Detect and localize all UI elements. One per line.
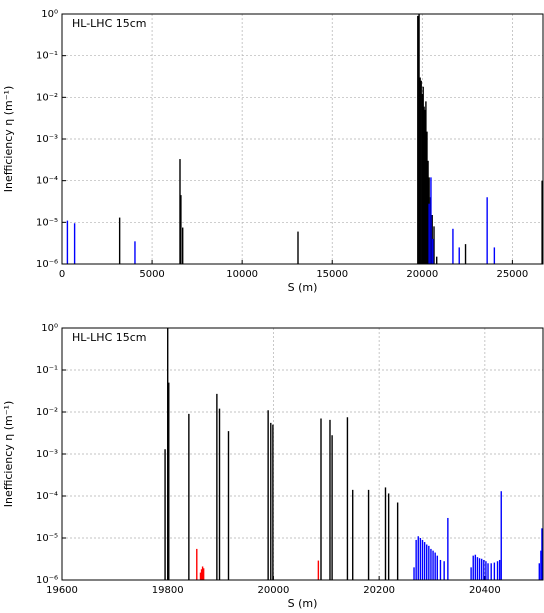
x-tick-label: 20400 xyxy=(469,585,501,596)
y-tick-label: 10⁻⁵ xyxy=(36,217,58,228)
plot-frame xyxy=(61,13,544,265)
y-tick-label: 10⁻¹ xyxy=(36,365,58,376)
x-tick-label: 10000 xyxy=(226,269,258,280)
y-tick-label: 10⁰ xyxy=(41,9,58,20)
y-tick-label: 10⁻³ xyxy=(36,449,58,460)
chart-annotation: HL-LHC 15cm xyxy=(72,17,147,30)
y-tick-label: 10⁻² xyxy=(36,407,58,418)
x-tick-label: 20000 xyxy=(406,269,438,280)
y-tick-label: 10⁻² xyxy=(36,92,58,103)
x-tick-label: 20000 xyxy=(258,585,290,596)
y-axis-label: Inefficiency η (m⁻¹) xyxy=(2,401,15,508)
x-tick-label: 19800 xyxy=(152,585,184,596)
y-axis-label: Inefficiency η (m⁻¹) xyxy=(2,86,15,193)
plot-frame xyxy=(61,327,544,581)
y-tick-label: 10⁻⁵ xyxy=(36,533,58,544)
y-tick-label: 10⁰ xyxy=(41,323,58,334)
y-tick-label: 10⁻³ xyxy=(36,134,58,145)
x-tick-label: 20200 xyxy=(363,585,395,596)
x-tick-label: 15000 xyxy=(316,269,348,280)
x-tick-label: 19600 xyxy=(46,585,78,596)
x-axis-label: S (m) xyxy=(288,281,318,294)
y-tick-label: 10⁻⁴ xyxy=(36,176,58,187)
y-tick-label: 10⁻⁶ xyxy=(36,575,58,586)
chart-panel-bottom: 19600 19800 20000 20200 20400 10⁻⁶ 10⁻⁵ 10⁻⁴ 10⁻… xyxy=(2,323,544,610)
y-tick-label: 10⁻⁴ xyxy=(36,491,58,502)
y-tick-label: 10⁻⁶ xyxy=(36,259,58,270)
chart-annotation: HL-LHC 15cm xyxy=(72,331,147,344)
x-tick-label: 0 xyxy=(59,269,65,280)
x-tick-label: 5000 xyxy=(139,269,164,280)
y-tick-label: 10⁻¹ xyxy=(36,51,58,62)
x-tick-label: 25000 xyxy=(496,269,528,280)
chart-panel-top: 0 5000 10000 15000 20000 25000 10⁻⁶ 10⁻⁵ 10⁻⁴ 10⁻… xyxy=(2,9,544,294)
x-axis-label: S (m) xyxy=(288,597,318,610)
